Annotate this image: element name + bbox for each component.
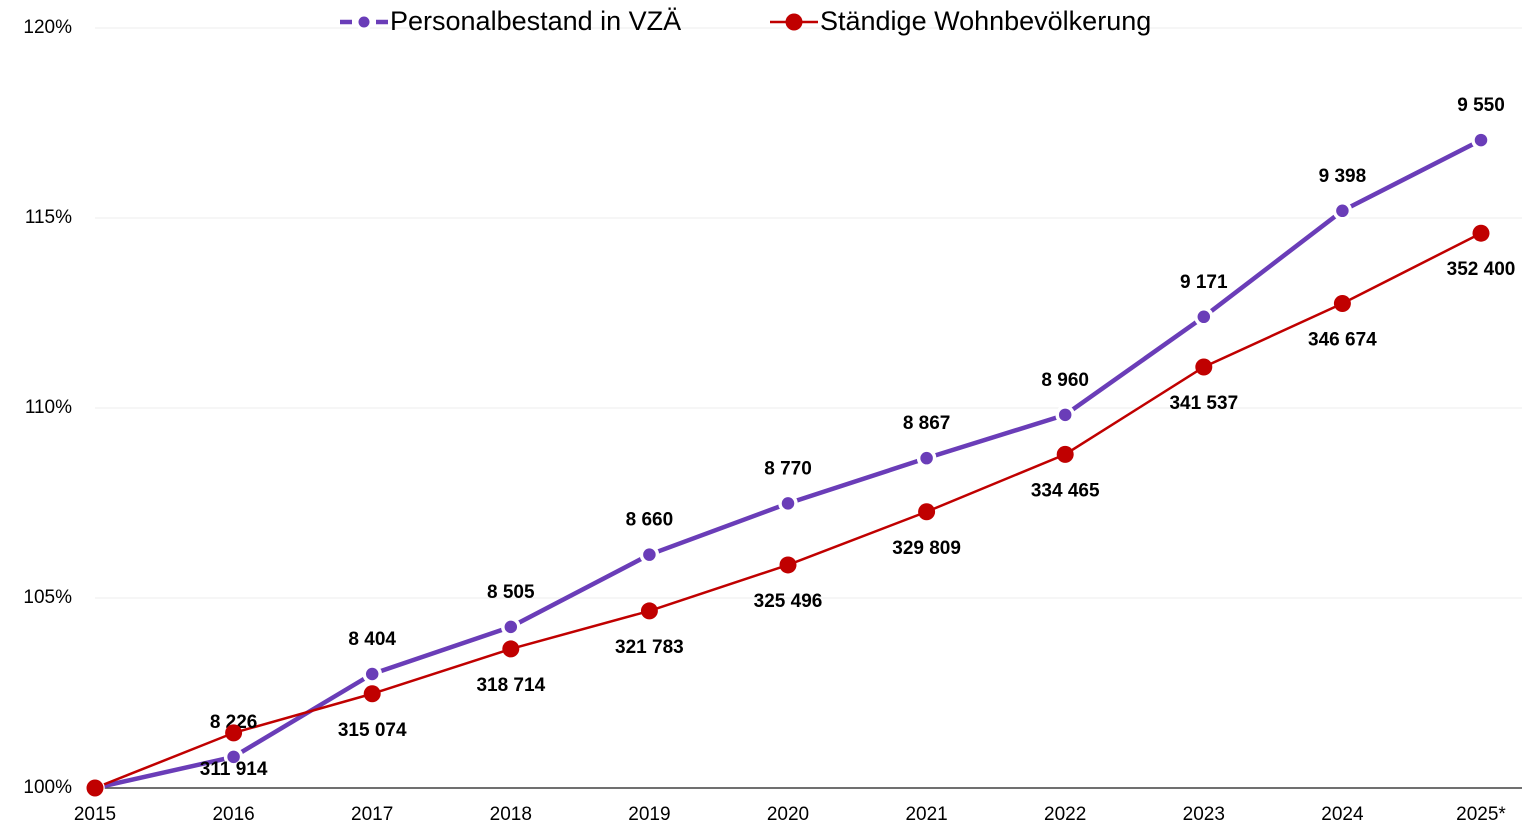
data-label: 8 404: [348, 629, 396, 650]
point-marker: [1471, 130, 1491, 150]
data-label: 346 674: [1308, 330, 1377, 351]
point-marker: [362, 664, 382, 684]
point-marker: [502, 640, 520, 658]
x-tick-label: 2017: [351, 804, 393, 825]
data-label: 8 770: [764, 458, 812, 479]
data-label: 9 171: [1180, 272, 1228, 293]
data-label: 8 226: [210, 712, 258, 733]
point-marker: [778, 493, 798, 514]
data-label: 329 809: [892, 538, 961, 559]
data-label: 8 660: [626, 510, 674, 531]
point-marker: [501, 617, 521, 637]
legend-label: Ständige Wohnbevölkerung: [820, 6, 1151, 36]
y-tick-label: 120%: [23, 17, 72, 38]
point-marker: [639, 544, 660, 565]
x-tick-label: 2021: [905, 804, 947, 825]
data-label: 8 867: [903, 413, 951, 434]
point-marker: [1332, 201, 1353, 221]
data-label: 341 537: [1169, 393, 1238, 414]
point-marker: [1194, 307, 1214, 327]
data-label: 315 074: [338, 720, 407, 741]
x-tick-label: 2015: [74, 804, 116, 825]
legend-marker: [785, 13, 803, 31]
y-tick-label: 110%: [25, 397, 72, 418]
x-tick-label: 2018: [490, 804, 532, 825]
data-label: 8 960: [1041, 370, 1089, 391]
y-tick-label: 100%: [23, 777, 72, 798]
y-tick-label: 115%: [25, 207, 72, 228]
point-marker: [1195, 358, 1213, 376]
data-label: 9 398: [1319, 166, 1367, 187]
point-marker: [1333, 295, 1351, 312]
data-label: 352 400: [1447, 259, 1516, 280]
point-marker: [779, 556, 797, 574]
x-tick-label: 2025*: [1456, 804, 1506, 825]
x-tick-label: 2023: [1183, 804, 1225, 825]
point-marker: [1472, 224, 1490, 242]
x-tick-label: 2022: [1044, 804, 1086, 825]
point-marker: [363, 685, 381, 703]
point-marker: [86, 779, 104, 797]
x-tick-label: 2020: [767, 804, 809, 825]
point-marker: [223, 747, 244, 767]
point-marker: [918, 503, 936, 521]
data-label: 325 496: [754, 591, 823, 612]
data-label: 8 505: [487, 582, 535, 603]
y-tick-label: 105%: [23, 587, 72, 608]
data-label: 334 465: [1031, 480, 1100, 501]
data-label: 311 914: [200, 759, 268, 780]
point-marker: [1056, 445, 1074, 463]
point-marker: [916, 448, 937, 468]
legend-marker: [355, 13, 373, 31]
point-marker: [225, 724, 243, 742]
x-tick-label: 2024: [1321, 804, 1364, 825]
data-label: 9 550: [1457, 95, 1505, 116]
point-marker: [640, 602, 658, 620]
x-tick-label: 2019: [628, 804, 670, 825]
data-label: 321 783: [615, 637, 684, 658]
point-marker: [1055, 405, 1075, 425]
legend-label: Personalbestand in VZÄ: [390, 6, 681, 36]
data-label: 318 714: [476, 675, 545, 696]
x-tick-label: 2016: [212, 804, 254, 825]
